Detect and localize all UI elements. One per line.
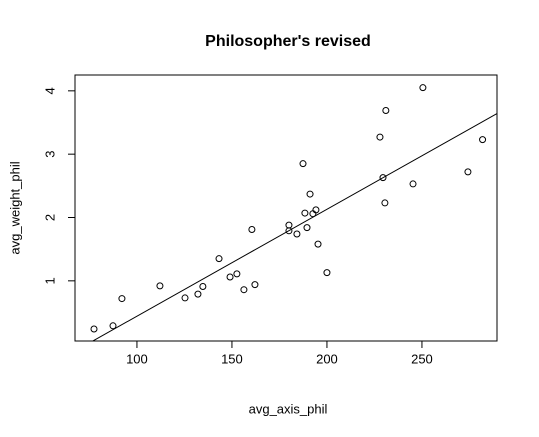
point [301, 209, 309, 217]
point [215, 255, 223, 263]
point [285, 221, 293, 229]
x-tick-label: 150 [221, 351, 243, 366]
point [251, 281, 259, 289]
regression-line [91, 113, 497, 341]
point [118, 295, 126, 303]
y-tick-label: 4 [42, 87, 57, 94]
point [299, 160, 307, 168]
y-tick-label: 1 [42, 277, 57, 284]
point [464, 168, 472, 176]
point [379, 174, 387, 182]
point [248, 226, 256, 234]
point [323, 269, 331, 277]
chart-title: Philosopher's revised [205, 33, 371, 50]
point [90, 325, 98, 333]
point [376, 133, 384, 141]
x-tick-label: 250 [411, 351, 433, 366]
y-axis-label: avg_weight_phil [7, 161, 22, 254]
point [306, 190, 314, 198]
point [194, 290, 202, 298]
plot-frame [74, 74, 498, 342]
point [181, 294, 189, 302]
point [479, 136, 487, 144]
point [226, 273, 234, 281]
y-tick-label: 3 [42, 151, 57, 158]
x-tick-label: 100 [126, 351, 148, 366]
point [199, 283, 207, 291]
point [382, 106, 390, 114]
point [312, 206, 320, 214]
point [409, 180, 417, 188]
x-axis-label: avg_axis_phil [249, 401, 328, 416]
point [109, 322, 117, 330]
y-tick-label: 2 [42, 214, 57, 221]
point [419, 84, 427, 92]
point [303, 224, 311, 232]
point [381, 199, 389, 207]
point [314, 240, 322, 248]
point [293, 230, 301, 238]
x-tick-label: 200 [316, 351, 338, 366]
point [156, 282, 164, 290]
point [233, 270, 241, 278]
point [240, 286, 248, 294]
